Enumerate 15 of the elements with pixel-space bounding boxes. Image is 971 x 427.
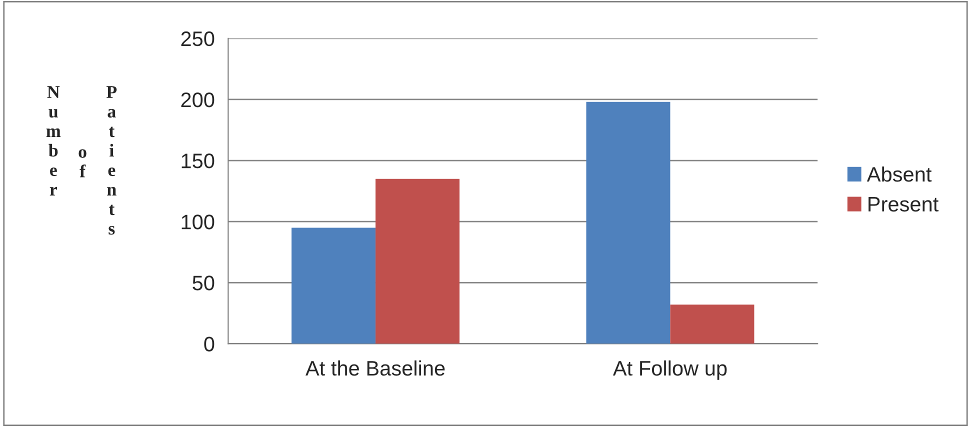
bar	[376, 178, 460, 344]
bar	[292, 228, 376, 344]
y-tick-label: 250	[181, 31, 214, 46]
text: Number of Patients	[46, 86, 117, 235]
y-tick-label: 200	[181, 92, 214, 108]
x-tick-label: At Follow up	[612, 360, 727, 380]
y-tick-label: 100	[182, 214, 214, 230]
bar	[670, 304, 754, 344]
legend-label: Present	[868, 197, 939, 212]
y-tick-label: 150	[182, 154, 214, 168]
x-tick-label: At the Baseline	[306, 360, 445, 376]
bar	[586, 102, 670, 344]
legend-label: Absent	[866, 166, 932, 182]
y-tick-label: 50	[192, 276, 214, 290]
y-tick-label: 0	[204, 336, 214, 352]
